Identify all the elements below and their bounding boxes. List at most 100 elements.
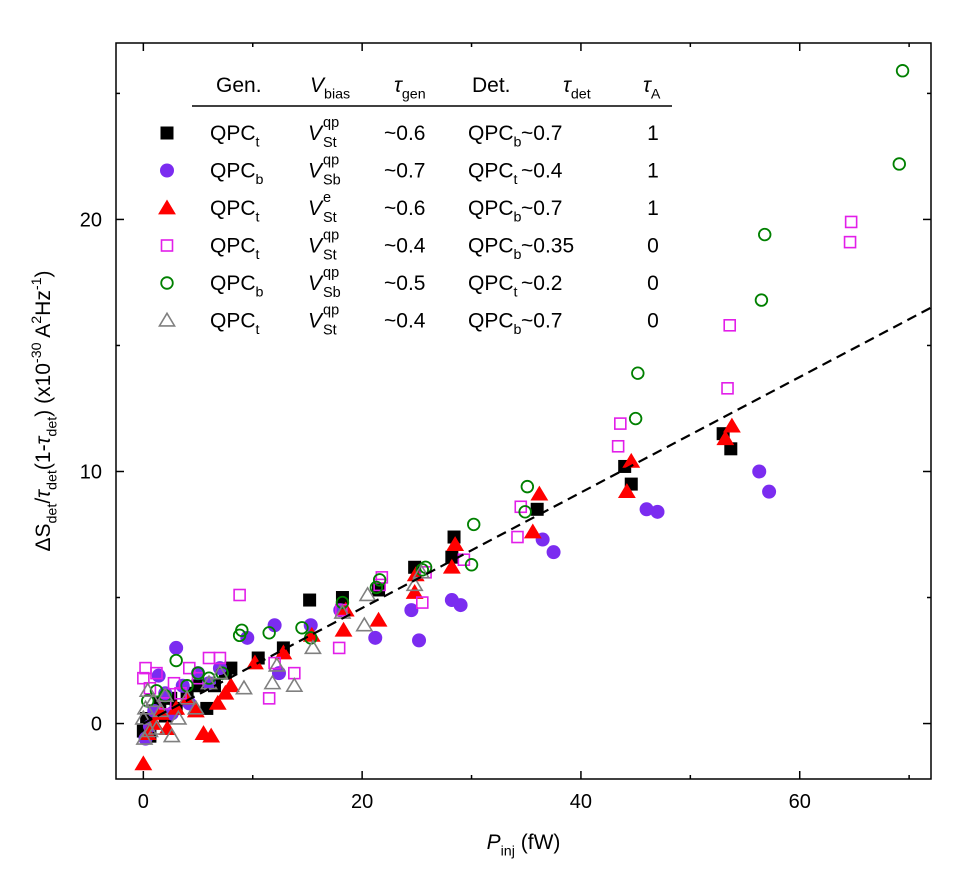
data-point [334, 621, 353, 637]
y-tick-label: 20 [80, 209, 102, 231]
data-point [134, 709, 153, 725]
data-point [216, 684, 235, 700]
data-point [404, 603, 419, 618]
legend-tau-det: ~0.7 [521, 197, 562, 220]
data-point [336, 601, 355, 617]
legend-header-tau-a: τA [643, 74, 661, 103]
data-point [722, 417, 741, 433]
data-point [335, 603, 348, 617]
data-point [368, 630, 383, 645]
legend-tau-gen: ~0.6 [384, 197, 425, 220]
data-point [221, 677, 240, 693]
data-point [373, 578, 386, 592]
data-point [650, 504, 665, 519]
data-point [213, 651, 227, 665]
data-point [332, 641, 346, 655]
data-point [262, 692, 276, 705]
data-point [167, 676, 181, 690]
legend-marker [160, 276, 174, 290]
data-point [136, 699, 155, 715]
data-point [303, 593, 317, 607]
legend-vbias: V [308, 235, 324, 258]
legend-header-gen: Gen. [216, 74, 262, 97]
series-2 [138, 464, 777, 746]
data-point [445, 550, 459, 564]
legend-gen: QPCt [210, 310, 260, 339]
series-3 [134, 417, 741, 771]
data-point [169, 640, 184, 655]
data-point [233, 588, 246, 602]
legend-tau-gen: ~0.7 [384, 160, 425, 183]
data-point [375, 571, 389, 584]
legend-tau-det: ~0.4 [521, 160, 563, 183]
data-point [405, 583, 424, 599]
data-point [235, 623, 249, 637]
data-point [240, 630, 255, 645]
data-point [135, 729, 154, 745]
data-point [530, 502, 544, 516]
svg-text:ΔSdet/τdet(1-τdet) (x10-30 A2H: ΔSdet/τdet(1-τdet) (x10-30 A2Hz-1) [29, 270, 61, 551]
data-point [369, 611, 388, 627]
data-point [518, 505, 532, 519]
data-point [202, 727, 221, 743]
x-tick-label: 20 [351, 791, 373, 813]
data-point [617, 483, 636, 499]
legend-gen: QPCt [210, 197, 260, 226]
ticks [116, 43, 931, 779]
data-point [895, 64, 910, 78]
data-point [721, 382, 734, 395]
legend-tau-a: 0 [647, 235, 659, 258]
legend-vbias: V [308, 272, 324, 295]
legend-vbias: V [308, 160, 324, 183]
y-tick-label: 0 [91, 714, 102, 736]
legend-tau-gen: ~0.5 [384, 272, 425, 295]
data-point [412, 633, 427, 648]
data-point [335, 595, 350, 610]
data-point [520, 479, 535, 494]
data-point [464, 558, 479, 572]
legend-det: QPCb [468, 235, 522, 264]
legend-det: QPCb [468, 122, 522, 151]
data-point [523, 523, 542, 539]
legend-header-vbias: Vbias [310, 74, 350, 103]
data-point [511, 530, 524, 544]
legend-tau-det: ~0.7 [521, 122, 562, 145]
data-point [372, 573, 387, 587]
legend-vbias-sub: St [323, 210, 337, 226]
data-point [754, 293, 769, 307]
data-point [150, 666, 163, 680]
legend-vbias: V [308, 197, 324, 220]
legend-det: QPCt [468, 160, 518, 189]
legend-tau-a: 1 [647, 197, 659, 220]
data-point [263, 674, 282, 690]
legend-det: QPCt [468, 272, 518, 301]
legend-vbias-sup: qp [323, 153, 339, 169]
legend-det: QPCb [468, 310, 522, 339]
data-point [358, 586, 377, 602]
data-point [138, 682, 157, 697]
data-point [162, 727, 181, 743]
data-point [272, 666, 286, 681]
data-point [446, 536, 465, 551]
legend-vbias-sub: St [323, 248, 337, 264]
data-point [442, 558, 461, 574]
legend-vbias-sup: qp [323, 265, 339, 281]
data-point [844, 215, 858, 229]
legend-vbias-sup: qp [323, 303, 339, 319]
data-point [416, 596, 429, 609]
legend-tau-a: 0 [647, 272, 659, 295]
data-point [631, 366, 645, 380]
legend-vbias: V [308, 122, 324, 145]
data-point [235, 679, 253, 695]
legend-gen: QPCb [210, 160, 264, 189]
data-point [210, 664, 229, 680]
data-point [716, 430, 735, 446]
legend-vbias-sup: qp [323, 228, 339, 244]
plot-frame [115, 42, 932, 780]
